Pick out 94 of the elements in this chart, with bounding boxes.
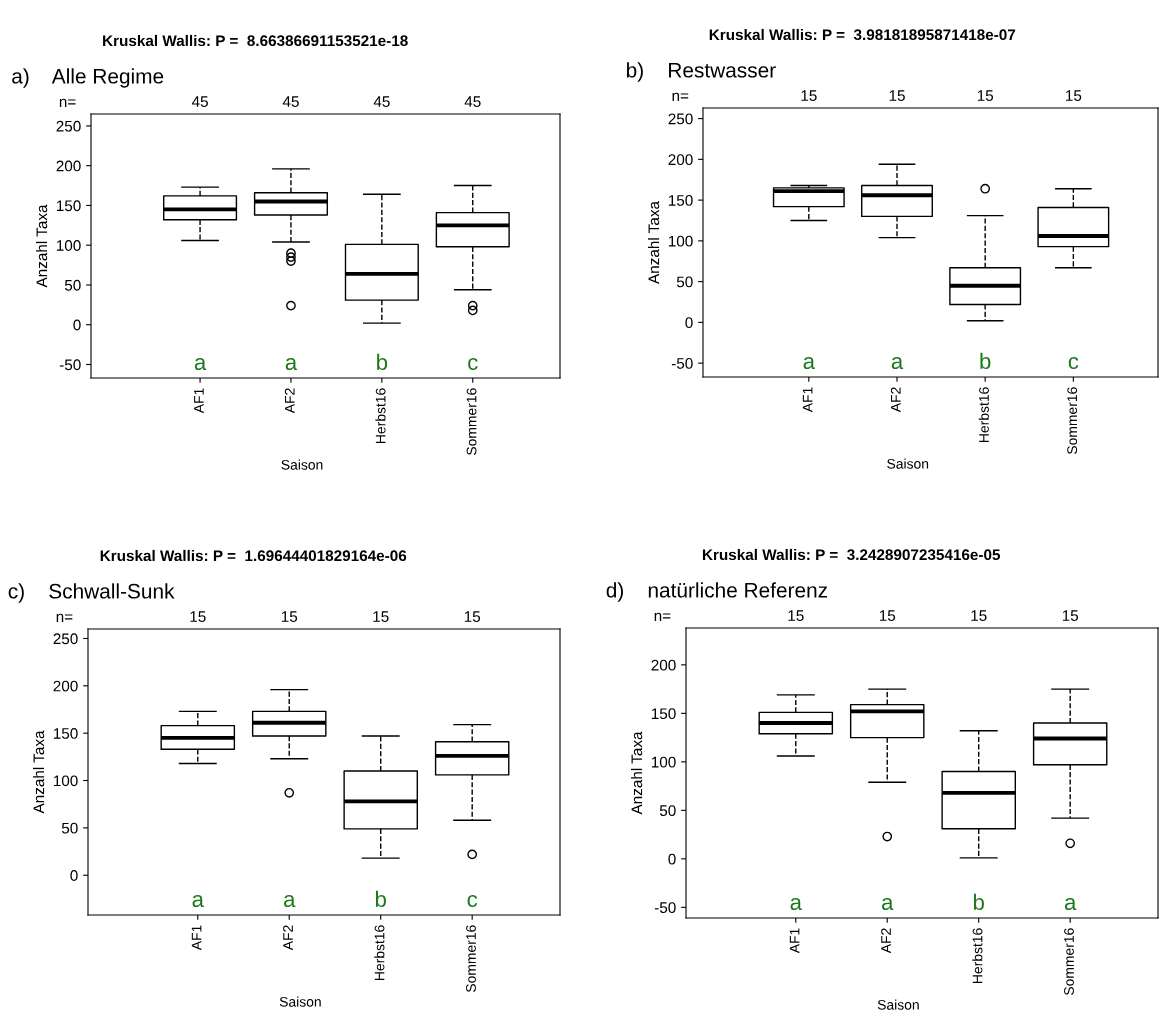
x-axis-title: Saison	[877, 999, 919, 1010]
annotation: c	[1068, 356, 1079, 370]
text: 45	[191, 96, 208, 107]
x-tick-label: Herbst16	[978, 387, 989, 442]
x-tick-label: AF2	[881, 928, 891, 954]
x-tick-label: Sommer16	[466, 388, 477, 456]
annotation: b	[973, 893, 984, 911]
x-tick-label: Herbst16	[375, 388, 386, 443]
annotation: a	[192, 894, 204, 908]
annotation: a	[1064, 897, 1077, 911]
chart-subtitle: a) Alle Regime	[12, 68, 164, 88]
y-tick-label: 250	[53, 633, 78, 645]
text: 15	[464, 611, 481, 622]
text: 15	[788, 610, 804, 621]
text: 15	[889, 90, 905, 101]
y-tick-label: -50	[59, 359, 81, 371]
text: 45	[373, 96, 390, 107]
y-tick-label: 50	[61, 822, 78, 834]
y-axis-title: Anzahl Taxa	[647, 201, 660, 284]
annotation: c	[467, 894, 478, 908]
text: 15	[373, 611, 389, 622]
text: 15	[281, 611, 298, 622]
y-tick-label: 150	[53, 728, 78, 739]
x-tick-label: AF1	[191, 925, 202, 951]
annotation: a	[284, 894, 296, 908]
y-tick-label: 100	[651, 756, 676, 768]
annotation: a	[194, 357, 207, 371]
y-tick-label: 200	[53, 680, 78, 692]
x-tick-label: Sommer16	[1064, 928, 1074, 996]
text: n=	[654, 612, 671, 621]
x-tick-label: Sommer16	[466, 925, 476, 993]
chart-title: Kruskal Wallis: P = 1.69644401829164e-06	[100, 549, 407, 562]
x-tick-label: Herbst16	[972, 928, 983, 983]
y-axis-title: Anzahl Taxa	[32, 730, 45, 814]
y-tick-label: 150	[56, 200, 81, 212]
annotation: a	[790, 897, 802, 911]
y-tick-label: 100	[56, 240, 81, 251]
y-tick-label: 150	[668, 194, 693, 206]
y-axis-title: Anzahl Taxa	[35, 204, 48, 288]
y-tick-label: 50	[64, 279, 81, 291]
x-tick-label: AF1	[802, 387, 813, 413]
y-axis-title: Anzahl Taxa	[630, 731, 643, 815]
x-axis-title: Saison	[281, 459, 323, 470]
annotation: a	[285, 357, 298, 371]
y-tick-label: 50	[659, 805, 676, 817]
text: 15	[1062, 610, 1079, 621]
y-tick-label: 100	[668, 235, 693, 247]
chart-title: Kruskal Wallis: P = 8.66386691153521e-18	[103, 34, 408, 47]
y-tick-label: 200	[651, 659, 676, 671]
y-tick-label: 150	[651, 708, 676, 720]
text: 15	[977, 90, 994, 101]
y-tick-label: 200	[56, 160, 81, 172]
text: n=	[59, 98, 76, 107]
annotation: b	[980, 352, 991, 370]
text: 15	[801, 90, 817, 101]
text: 15	[879, 610, 896, 621]
chart-title: Kruskal Wallis: P = 3.2428907235416e-05	[702, 548, 1001, 561]
y-tick-label: 100	[53, 775, 78, 787]
x-tick-label: AF1	[194, 388, 204, 414]
text: n=	[56, 613, 73, 622]
annotation: b	[377, 353, 388, 371]
y-tick-label: -50	[671, 358, 693, 369]
x-axis-title: Saison	[279, 996, 321, 1007]
y-tick-label: 250	[56, 120, 81, 132]
text: 45	[282, 96, 299, 107]
y-tick-label: 0	[73, 319, 81, 331]
text: 15	[1066, 90, 1082, 101]
x-tick-label: AF2	[283, 925, 293, 951]
x-tick-label: AF2	[284, 388, 295, 414]
annotation: b	[375, 890, 386, 908]
x-tick-label: Sommer16	[1067, 387, 1078, 455]
chart-subtitle: b) Restwasser	[626, 62, 776, 82]
chart-subtitle: c) Schwall-Sunk	[8, 583, 175, 603]
chart-subtitle: d) natürliche Referenz	[606, 582, 828, 602]
annotation: c	[468, 357, 478, 371]
annotation: a	[891, 356, 904, 370]
y-tick-label: 0	[70, 870, 78, 881]
y-tick-label: 0	[668, 853, 676, 865]
annotation: a	[803, 356, 815, 370]
x-tick-label: AF1	[789, 928, 800, 954]
y-tick-label: -50	[654, 902, 676, 914]
text: n=	[672, 92, 689, 101]
annotation: a	[882, 897, 894, 911]
y-tick-label: 50	[676, 276, 693, 288]
y-tick-label: 0	[685, 317, 693, 329]
y-tick-label: 250	[668, 113, 693, 125]
chart-title: Kruskal Wallis: P = 3.98181895871418e-07	[709, 28, 1016, 41]
y-tick-label: 200	[668, 154, 693, 166]
x-tick-label: Herbst16	[374, 925, 385, 980]
text: 15	[190, 611, 206, 622]
text: 45	[464, 96, 481, 107]
x-tick-label: AF2	[890, 387, 901, 413]
x-axis-title: Saison	[887, 458, 929, 469]
text: 15	[971, 610, 987, 621]
